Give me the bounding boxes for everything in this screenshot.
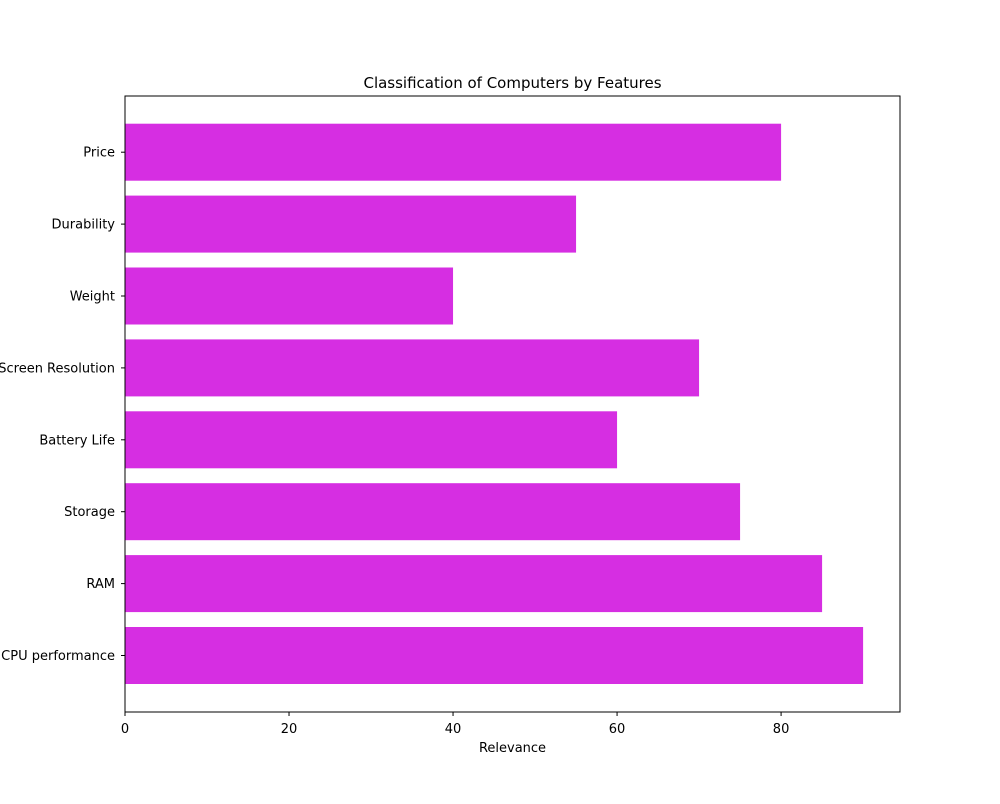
y-tick-label: Durability <box>52 218 116 233</box>
x-tick-label: 0 <box>121 722 129 737</box>
bar-screen-resolution <box>125 339 700 397</box>
plot-frame <box>124 95 901 713</box>
y-tick-label: Price <box>83 146 115 161</box>
y-tick-label: Battery Life <box>39 433 115 448</box>
y-tick-label: RAM <box>86 577 115 592</box>
x-axis-label: Relevance <box>479 741 546 756</box>
y-tick-label: Screen Resolution <box>0 361 115 376</box>
x-tick-label: 20 <box>281 722 298 737</box>
bar-battery-life <box>125 411 618 469</box>
bar-storage <box>125 483 741 541</box>
x-tick-label: 40 <box>445 722 462 737</box>
bar-price <box>125 123 782 181</box>
y-tick-label: CPU performance <box>1 649 115 664</box>
y-tick-label: Storage <box>64 505 115 520</box>
y-tick-label: Weight <box>70 290 115 305</box>
bar-cpu-performance <box>125 627 864 684</box>
x-tick-label: 80 <box>773 722 790 737</box>
bar-ram <box>125 555 823 613</box>
x-tick-label: 60 <box>609 722 626 737</box>
chart-title: Classification of Computers by Features <box>363 74 661 92</box>
bar-weight <box>125 267 454 325</box>
bar-durability <box>125 195 577 253</box>
